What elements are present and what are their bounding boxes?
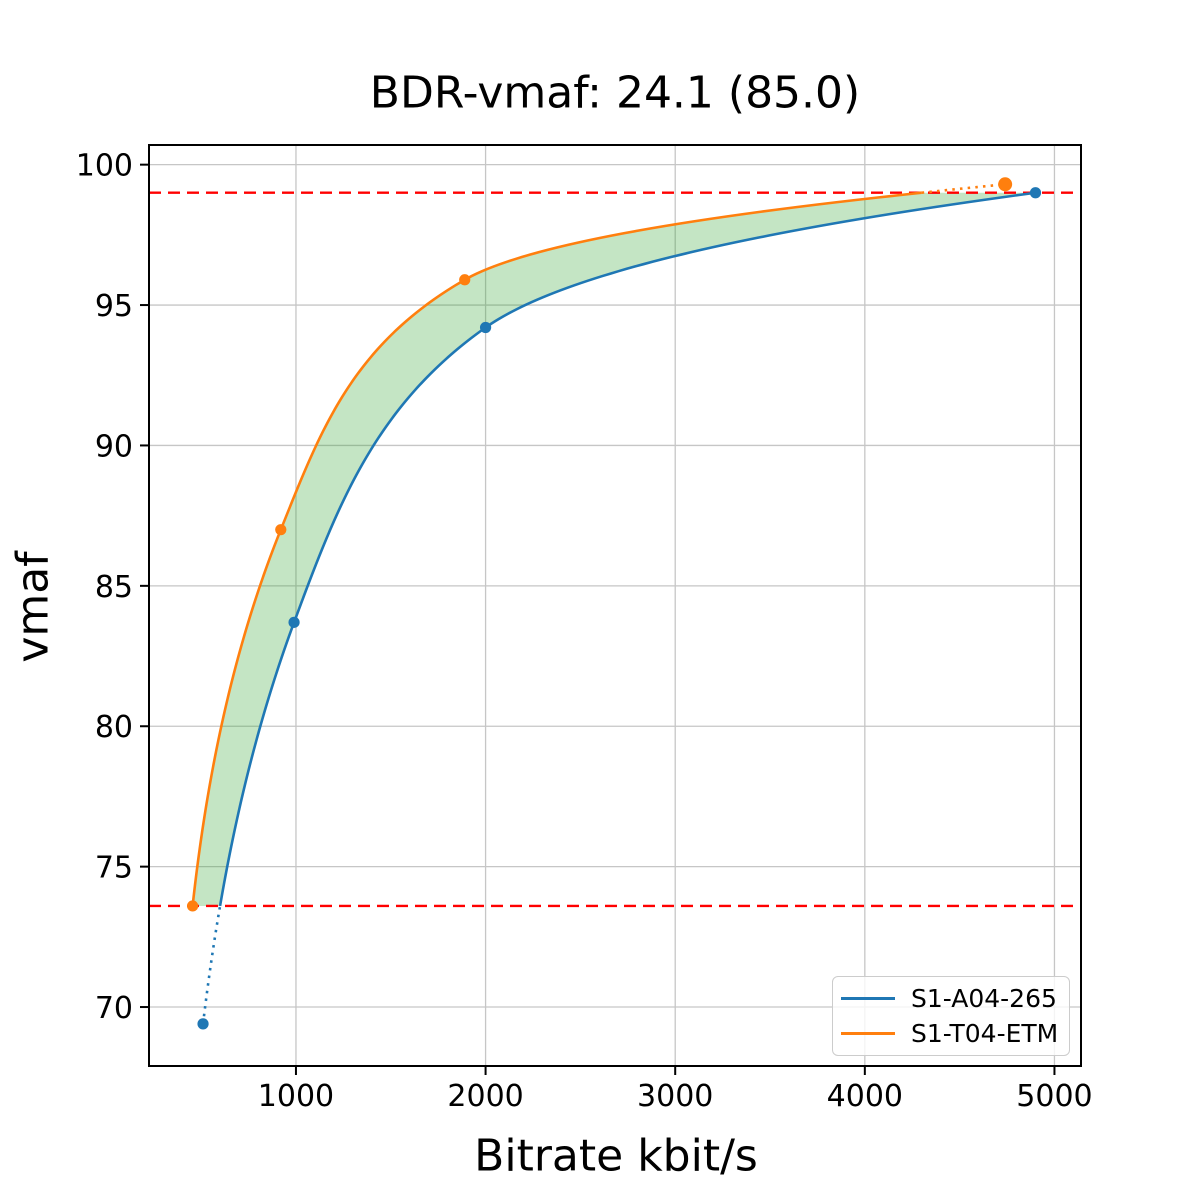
y-tick-label-70: 70 — [95, 991, 133, 1026]
x-tick-label-2000: 2000 — [447, 1079, 523, 1114]
y-tick-label-90: 90 — [95, 429, 133, 464]
y-tick-label-80: 80 — [95, 710, 133, 745]
bd-rate-shaded-area — [192, 192, 1036, 906]
legend-line-sample-1 — [841, 1032, 895, 1035]
legend-line-sample-0 — [841, 997, 895, 1000]
data-point-S1-A04-265-510kbps — [197, 1018, 209, 1030]
x-tick-label-1000: 1000 — [258, 1079, 334, 1114]
curve-solid-S1-A04-265 — [218, 191, 1036, 907]
legend-label-1: S1-T04-ETM — [911, 1019, 1059, 1048]
y-axis-label: vmaf — [7, 551, 59, 663]
x-tick-label-4000: 4000 — [827, 1079, 903, 1114]
curve-dotted-high-S1-T04-ETM — [921, 183, 1006, 195]
axes-spines — [148, 144, 1082, 1067]
legend-item-series-0: S1-A04-265 — [841, 984, 1059, 1013]
y-tick-label-85: 85 — [95, 570, 133, 605]
data-point-S1-A04-265-2000kbps — [479, 321, 492, 334]
x-tick-label-5000: 5000 — [1016, 1079, 1092, 1114]
data-point-S1-T04-ETM-1890kbps — [459, 274, 471, 286]
legend-item-series-1: S1-T04-ETM — [841, 1019, 1059, 1048]
curve-solid-S1-T04-ETM — [191, 191, 922, 907]
x-axis-label: Bitrate kbit/s — [474, 1130, 758, 1182]
legend-label-0: S1-A04-265 — [911, 984, 1057, 1013]
data-point-S1-T04-ETM-4740kbps — [998, 177, 1013, 192]
legend: S1-A04-265 S1-T04-ETM — [832, 976, 1070, 1056]
data-point-S1-A04-265-990kbps — [288, 616, 300, 628]
data-point-S1-A04-265-4900kbps — [1029, 187, 1042, 199]
x-tick-label-3000: 3000 — [637, 1079, 713, 1114]
curve-dotted-low-S1-A04-265 — [201, 905, 222, 1025]
y-tick-label-95: 95 — [95, 289, 133, 324]
y-tick-label-100: 100 — [76, 149, 133, 184]
data-point-S1-T04-ETM-920kbps — [275, 524, 287, 536]
data-point-S1-T04-ETM-455kbps — [187, 900, 199, 912]
y-tick-label-75: 75 — [95, 851, 133, 886]
chart-title: BDR-vmaf: 24.1 (85.0) — [369, 67, 861, 119]
